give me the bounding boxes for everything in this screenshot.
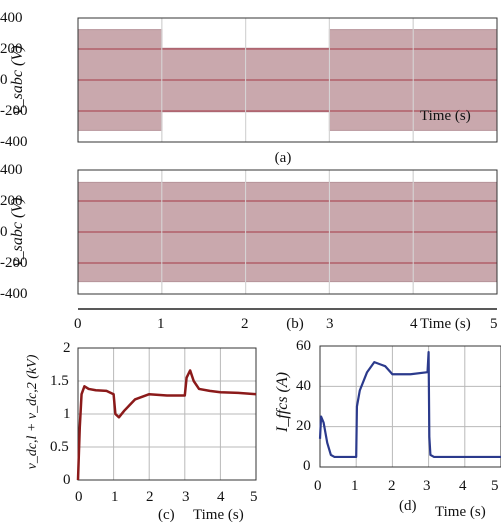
panel-a-y-tick-labels: 400 200 0 -200 -400 [0, 10, 28, 150]
panel-a-ytick-m200: -200 [0, 103, 28, 119]
panel-b-xtick-5: 5 [490, 316, 498, 332]
panel-c-ytick-0-5: 0.5 [50, 439, 69, 455]
panel-a-ytick-400: 400 [0, 10, 23, 26]
panel-b-x-tick-labels: 0 1 2 3 4 5 [74, 316, 498, 332]
panel-d-xtick-1: 1 [351, 478, 359, 494]
panel-c-xtick-3: 3 [182, 489, 190, 505]
panel-d-current-line [318, 350, 501, 459]
panel-d-ytick-40: 40 [296, 378, 311, 394]
panel-d-ytick-60: 60 [296, 338, 311, 354]
panel-d-y-axis-label: I_ffcs (A) [274, 372, 291, 433]
panel-b-caption: (b) [286, 316, 304, 332]
panel-d-horizontal-gridlines [320, 345, 501, 468]
panel-a-ytick-0: 0 [0, 72, 8, 88]
panel-c-caption: (c) [158, 507, 175, 523]
panel-c-dc-voltage-line [76, 369, 257, 481]
panel-b-xtick-3: 3 [326, 316, 334, 332]
panel-a: 400 200 0 -200 -400 v_sabc (V) (a) Time … [0, 10, 498, 166]
panel-c: 2 1.5 1 0.5 0 0 1 2 3 4 5 (c) Time (s) v… [25, 340, 258, 523]
panel-c-y-tick-labels: 2 1.5 1 0.5 0 [50, 340, 71, 488]
panel-d: 60 40 20 0 0 1 2 3 4 5 (d) Time (s) I_ff… [274, 338, 501, 520]
panel-c-xtick-2: 2 [146, 489, 154, 505]
panel-d-xtick-2: 2 [388, 478, 396, 494]
panel-c-ytick-1: 1 [63, 406, 71, 422]
panel-b-xtick-0: 0 [74, 316, 82, 332]
panel-c-frame [77, 347, 257, 481]
panel-a-inline-time-label: Time (s) [420, 108, 471, 124]
panel-c-x-tick-labels: 0 1 2 3 4 5 [75, 489, 258, 505]
panel-b-ytick-200: 200 [0, 193, 23, 209]
panel-d-vertical-gridlines [319, 346, 501, 467]
panel-c-xtick-0: 0 [75, 489, 83, 505]
panel-b-xtick-1: 1 [157, 316, 165, 332]
panel-b-ytick-m400: -400 [0, 286, 28, 302]
panel-d-ytick-20: 20 [296, 418, 311, 434]
panel-d-xtick-5: 5 [491, 478, 499, 494]
panel-a-caption: (a) [275, 150, 292, 166]
panel-a-ytick-m400: -400 [0, 134, 28, 150]
panel-b-x-axis-label: Time (s) [420, 316, 471, 332]
panel-c-y-axis-label: v_dc,l + v_dc,2 (kV) [25, 354, 40, 469]
panel-a-ytick-200: 200 [0, 41, 23, 57]
panel-d-xtick-4: 4 [459, 478, 467, 494]
panel-b-xtick-2: 2 [241, 316, 249, 332]
panel-b-ytick-400: 400 [0, 162, 23, 178]
panel-d-frame [319, 345, 501, 468]
panel-b-frame [77, 169, 498, 295]
panel-d-ytick-0: 0 [303, 458, 311, 474]
panel-a-y-axis-label: v_sabc (V) [9, 46, 26, 115]
panel-c-xtick-4: 4 [217, 489, 225, 505]
panel-d-x-axis-label: Time (s) [435, 504, 486, 520]
panel-b-y-tick-labels: 400 200 0 -200 -400 [0, 162, 28, 302]
panel-c-xtick-5: 5 [250, 489, 258, 505]
panel-b: 400 200 0 -200 -400 v_sabc (V) 0 1 2 3 4… [0, 162, 498, 332]
panel-c-xtick-1: 1 [111, 489, 119, 505]
panel-d-x-tick-labels: 0 1 2 3 4 5 [314, 478, 499, 494]
panel-d-y-tick-labels: 60 40 20 0 [296, 338, 311, 474]
panel-c-horizontal-gridlines [78, 347, 256, 481]
panel-a-frame [77, 17, 498, 143]
panel-b-y-axis-label: v_sabc (V) [9, 198, 26, 267]
panel-b-xtick-4: 4 [410, 316, 418, 332]
panel-d-xtick-0: 0 [314, 478, 322, 494]
panel-c-ytick-1-5: 1.5 [50, 373, 69, 389]
panel-d-caption: (d) [399, 498, 417, 514]
panel-b-ytick-0: 0 [0, 224, 8, 240]
panel-c-ytick-0: 0 [63, 472, 71, 488]
panel-d-xtick-3: 3 [423, 478, 431, 494]
panel-b-ytick-m200: -200 [0, 255, 28, 271]
panel-c-x-axis-label: Time (s) [193, 507, 244, 523]
panel-b-red-gridlines [77, 170, 498, 294]
panel-c-ytick-2: 2 [63, 340, 71, 356]
